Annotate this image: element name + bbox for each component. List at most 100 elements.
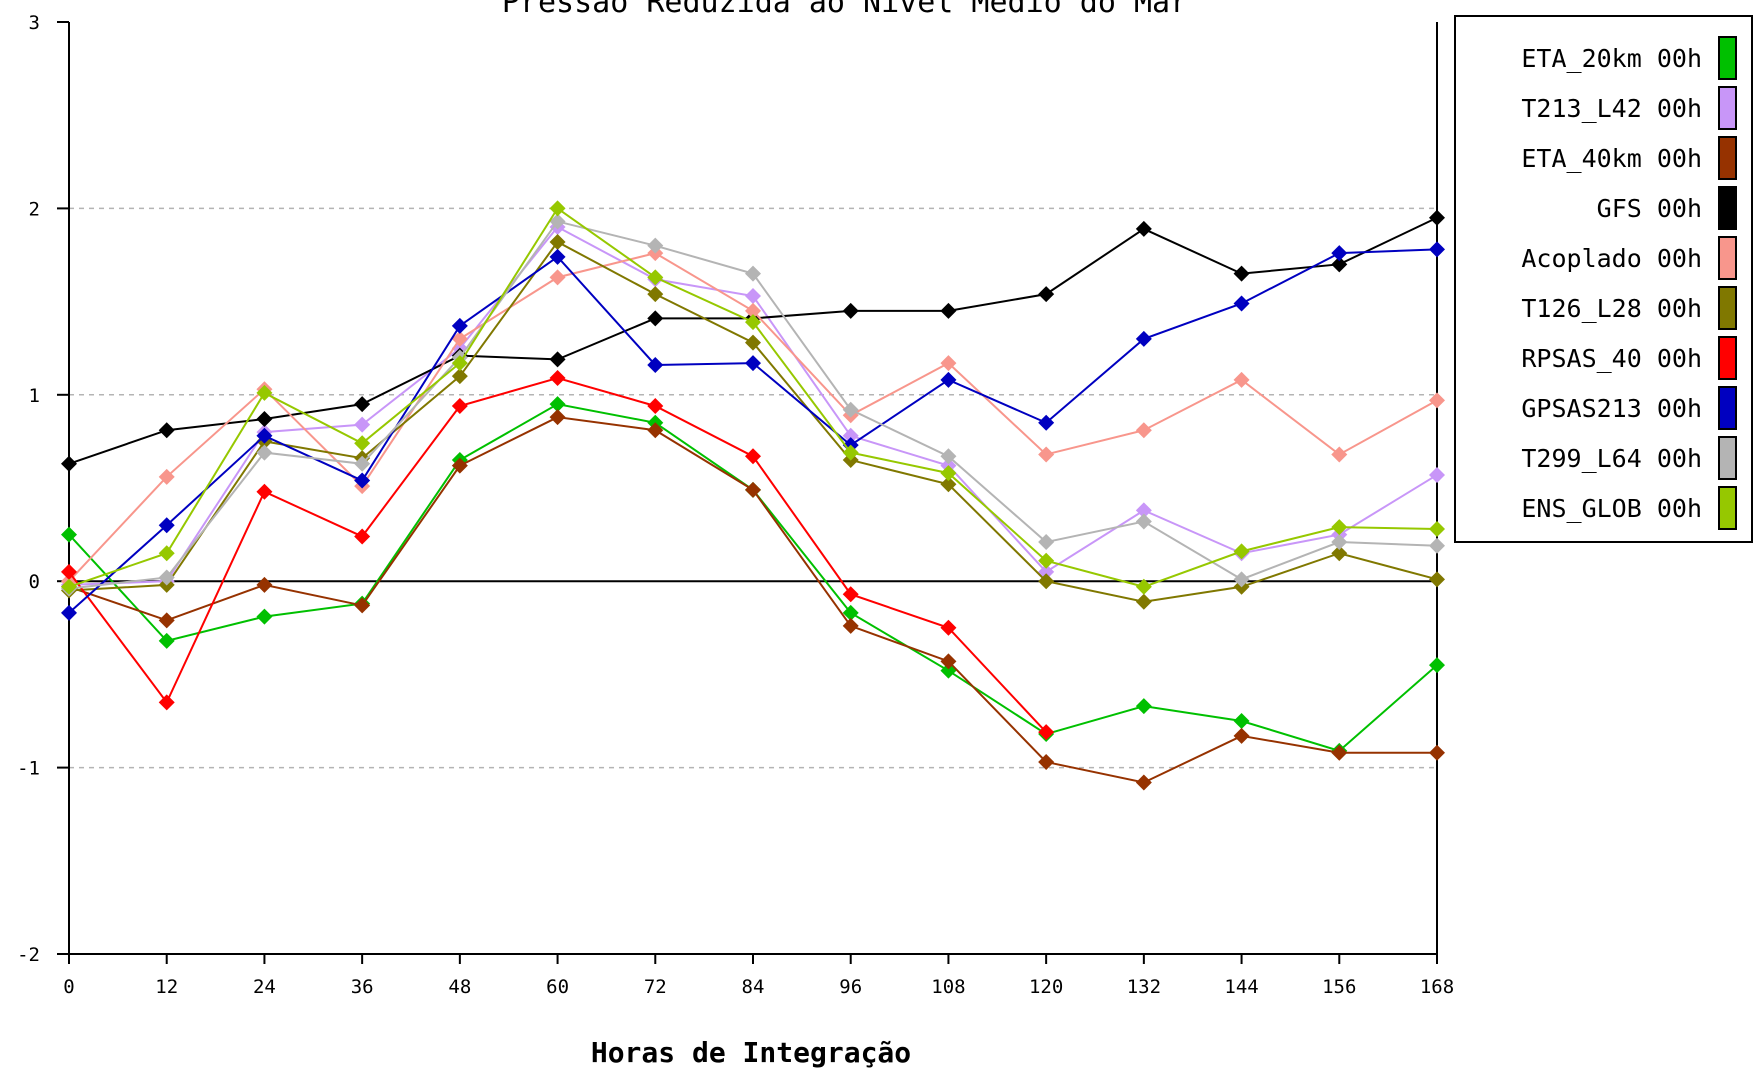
series-line (68, 206, 1438, 588)
legend-entry-label: T299_L64 00h (1521, 444, 1702, 473)
legend-box (1454, 15, 1753, 543)
data-point (940, 465, 957, 482)
data-point (1429, 571, 1445, 588)
data-point (1331, 446, 1348, 463)
data-point (1038, 534, 1055, 551)
data-point (1233, 543, 1250, 560)
data-point (1429, 521, 1445, 538)
data-point (647, 286, 664, 303)
x-axis-label: Horas de Integração (591, 1036, 911, 1069)
legend-entry-label: ENS_GLOB 00h (1521, 494, 1702, 523)
data-point (842, 444, 859, 461)
y-tick-label: -2 (17, 944, 40, 966)
legend-entry-label: T213_L42 00h (1521, 94, 1702, 123)
data-point (1038, 414, 1055, 431)
data-point (451, 397, 468, 414)
legend-entry-label: ETA_20km 00h (1521, 44, 1702, 73)
data-point (745, 481, 761, 498)
data-point (1233, 371, 1250, 388)
data-point (158, 632, 175, 649)
data-point (1135, 774, 1152, 791)
data-point (940, 355, 957, 372)
data-point (354, 597, 371, 614)
legend-entry-label: GPSAS213 00h (1521, 394, 1702, 423)
data-point (451, 355, 468, 372)
data-point (842, 586, 859, 603)
data-point (354, 435, 371, 452)
data-point (1038, 286, 1055, 303)
data-point (1233, 265, 1250, 282)
data-point (61, 563, 77, 580)
data-point (940, 619, 957, 636)
data-point (940, 448, 957, 465)
data-point (940, 302, 957, 319)
x-tick-label: 96 (839, 976, 862, 998)
data-point (842, 302, 859, 319)
legend-entry-label: GFS 00h (1597, 194, 1702, 223)
data-point (745, 334, 761, 351)
data-point (158, 694, 175, 711)
data-point (1429, 466, 1445, 483)
data-point (158, 468, 175, 485)
series-group (61, 200, 1445, 791)
y-tick-label: 2 (29, 198, 40, 220)
series-line (68, 416, 1437, 784)
data-point (61, 578, 77, 595)
data-point (1135, 422, 1152, 439)
data-point (256, 608, 273, 625)
data-point (549, 248, 566, 265)
data-point (256, 427, 273, 444)
data-point (61, 455, 77, 472)
data-point (61, 526, 77, 543)
x-tick-label: 108 (931, 976, 965, 998)
x-tick-label: 72 (644, 976, 667, 998)
x-tick-label: 156 (1322, 976, 1356, 998)
y-axis-ticks: -2 -1 0 1 2 3 (17, 12, 69, 966)
data-point (158, 612, 175, 629)
data-point (549, 200, 566, 217)
data-point (256, 384, 273, 401)
data-point (1331, 534, 1348, 551)
data-point (1038, 552, 1055, 569)
data-point (1233, 295, 1250, 312)
data-point (842, 427, 859, 444)
data-point (745, 265, 761, 282)
data-point (354, 396, 371, 413)
legend-entry-label: Acoplado 00h (1521, 244, 1702, 273)
data-point (549, 269, 566, 286)
y-tick-label: 0 (29, 571, 40, 593)
data-point (745, 448, 761, 465)
data-point (451, 317, 468, 334)
data-point (1135, 502, 1152, 519)
data-point (647, 237, 664, 254)
data-point (647, 310, 664, 327)
legend-swatch (1718, 86, 1737, 130)
data-point (1331, 545, 1348, 562)
data-point (1233, 713, 1250, 729)
x-tick-label: 144 (1224, 976, 1258, 998)
legend-entry-label: RPSAS_40 00h (1521, 344, 1702, 373)
legend-swatch (1718, 336, 1737, 380)
x-tick-label: 60 (546, 976, 569, 998)
data-point (1135, 220, 1152, 237)
x-tick-label: 48 (448, 976, 471, 998)
data-point (1233, 571, 1250, 588)
data-point (256, 576, 273, 593)
legend-swatch (1718, 386, 1737, 430)
x-tick-label: 12 (155, 976, 178, 998)
data-point (1038, 573, 1055, 590)
data-point (549, 396, 566, 413)
data-point (1135, 578, 1152, 595)
data-point (940, 371, 957, 388)
data-point (1233, 727, 1250, 744)
data-point (1429, 744, 1445, 761)
data-point (1429, 657, 1445, 674)
x-tick-label: 120 (1029, 976, 1063, 998)
data-point (1331, 256, 1348, 273)
data-point (158, 545, 175, 562)
legend-entry-label: ETA_40km 00h (1521, 144, 1702, 173)
data-point (745, 288, 761, 305)
legend-swatch (1718, 136, 1737, 180)
x-tick-label: 0 (63, 976, 74, 998)
